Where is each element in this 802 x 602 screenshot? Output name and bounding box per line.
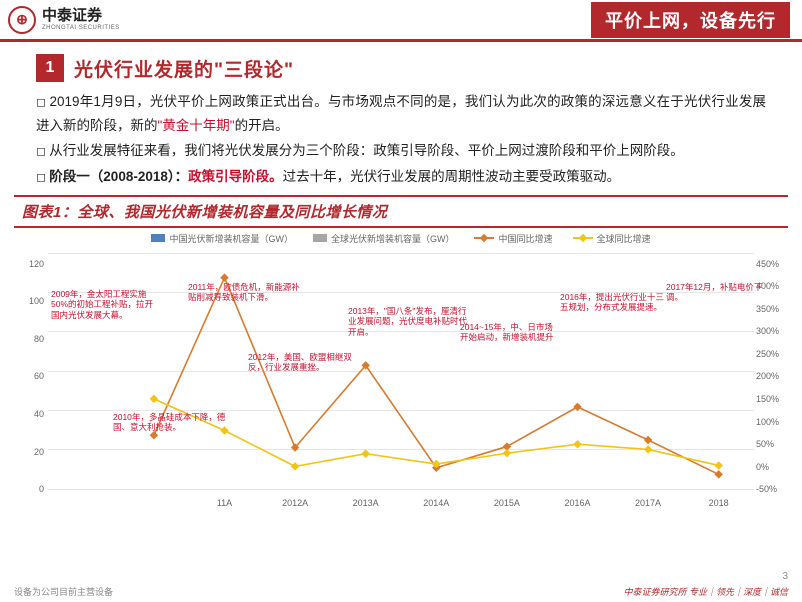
- legend-swatch-global-bar: [313, 234, 327, 242]
- legend: 中国光伏新增装机容量（GW） 全球光伏新增装机容量（GW） 中国同比增速 全球同…: [18, 232, 784, 245]
- legend-swatch-global-line: [573, 237, 593, 239]
- y-axis-left: 120100806040200: [22, 254, 44, 490]
- p1-post: 的开启。: [235, 118, 289, 133]
- legend-swatch-china-bar: [151, 234, 165, 242]
- page-number: 3: [782, 571, 788, 582]
- p1-hl: "黄金十年期": [158, 118, 235, 133]
- legend-label-4: 全球同比增速: [597, 232, 651, 245]
- legend-label-3: 中国同比增速: [498, 232, 552, 245]
- legend-label-1: 中国光伏新增装机容量（GW）: [169, 232, 293, 245]
- chart: 中国光伏新增装机容量（GW） 全球光伏新增装机容量（GW） 中国同比增速 全球同…: [18, 232, 784, 512]
- header-banner: 平价上网，设备先行: [591, 2, 790, 38]
- plot-area: 120100806040200 450%400%350%300%250%200%…: [48, 254, 754, 490]
- footer-right: 中泰证券研究所 专业｜领先｜深度｜诚信: [623, 585, 788, 598]
- logo-text-en: ZHONGTAI SECURITIES: [42, 25, 120, 31]
- body-text: 2019年1月9日，光伏平价上网政策正式出台。与市场观点不同的是，我们认为此次的…: [0, 90, 802, 189]
- p3-post: 过去十年，光伏行业发展的周期性波动主要受政策驱动。: [283, 169, 621, 184]
- section-title: 光伏行业发展的"三段论": [74, 55, 294, 82]
- section-number: 1: [36, 54, 64, 82]
- p3-hl: 政策引导阶段。: [188, 169, 283, 184]
- chart-title: 图表1：全球、我国光伏新增装机容量及同比增长情况: [14, 197, 788, 228]
- logo-icon: ⊕: [8, 6, 36, 34]
- logo: ⊕ 中泰证券 ZHONGTAI SECURITIES: [8, 6, 120, 34]
- p2: 从行业发展特征来看，我们将光伏发展分为三个阶段：政策引导阶段、平价上网过渡阶段和…: [36, 139, 766, 163]
- footer-left: 设备为公司目前主营设备: [14, 585, 113, 598]
- p1-pre: 2019年1月9日，光伏平价上网政策正式出台。与市场观点不同的是，我们认为此次的…: [36, 94, 766, 133]
- p3-pre: 阶段一（2008-2018）：: [49, 169, 188, 184]
- x-axis-labels: 11A2012A2013A2014A2015A2016A2017A2018: [48, 498, 754, 508]
- legend-label-2: 全球光伏新增装机容量（GW）: [331, 232, 455, 245]
- legend-swatch-china-line: [474, 237, 494, 239]
- logo-text-cn: 中泰证券: [42, 8, 120, 23]
